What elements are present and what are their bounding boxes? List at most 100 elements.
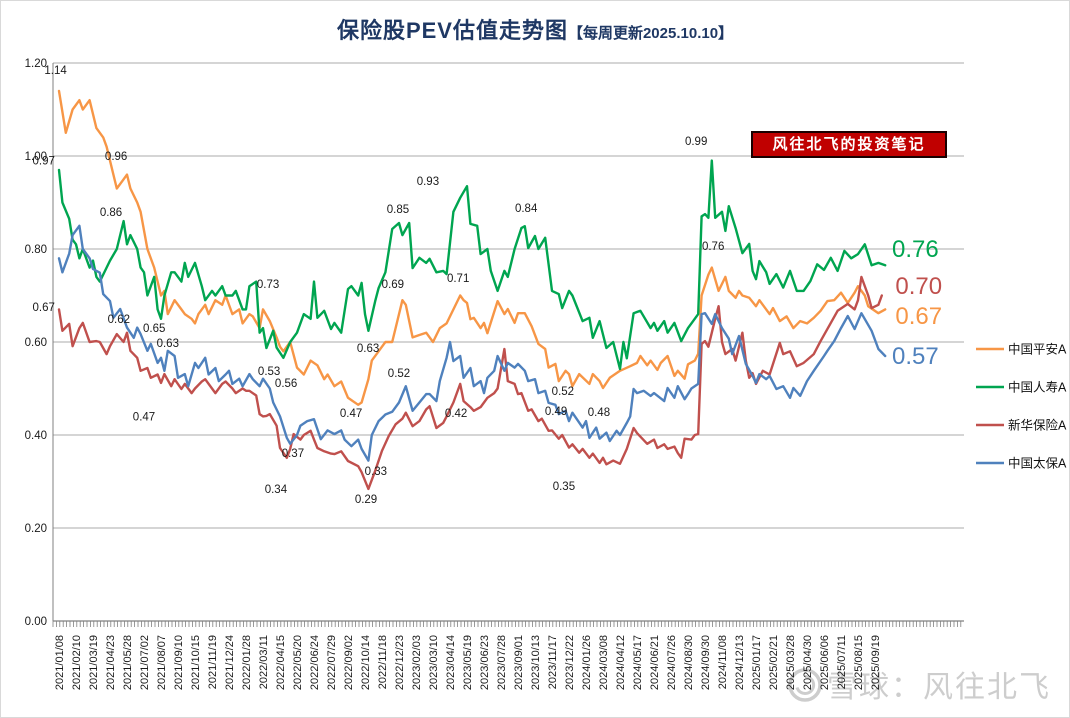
data-label: 0.63 [157,338,179,350]
legend-item-2: 新华保险A [976,418,1067,433]
y-tick-label: 0.20 [25,523,47,535]
chart-title-main: 保险股PEV估值走势图 [336,18,568,43]
current-value-label: 0.70 [895,273,942,300]
x-tick-label: 2021/09/10 [173,635,185,690]
x-tick-label: 2021/08/07 [156,635,168,690]
x-tick-label: 2024/06/21 [649,635,661,690]
data-label: 0.34 [265,484,288,496]
x-tick-label: 2024/11/08 [717,635,729,689]
series-line-2 [57,275,883,491]
x-tick-label: 2025/08/15 [853,635,865,690]
y-tick-labels: 0.00 0.20 0.40 0.60 0.80 1.00 1.20 [25,58,47,628]
x-tick-label: 2023/06/23 [479,635,491,690]
series-line-3 [57,224,887,462]
data-label: 0.65 [143,323,165,335]
legend-label: 新华保险A [1008,418,1067,433]
data-label: 0.84 [515,203,538,215]
x-tick-label: 2023/10/13 [530,635,542,690]
current-value-label: 0.57 [892,343,939,370]
data-label: 0.73 [257,279,279,291]
data-label: 0.86 [100,207,122,219]
x-tick-label: 2022/06/24 [309,635,321,690]
y-tick-label: 1.00 [25,151,47,163]
data-label: 0.53 [258,366,280,378]
investment-notes-badge: 风往北飞的投资笔记 [751,131,947,158]
x-tick-label: 2023/11/17 [547,635,559,689]
x-tick-label: 2025/07/11 [836,635,848,689]
x-tick-label: 2025/01/17 [751,635,763,690]
x-tick-label: 2023/09/01 [513,635,525,690]
data-label: 0.29 [355,494,377,506]
y-tick-label: 0.80 [25,244,47,256]
current-value-labels: 0.76 0.70 0.67 0.57 [892,236,942,370]
x-tick-label: 2023/04/14 [445,635,457,690]
data-label: 0.71 [447,273,469,285]
x-tick-label: 2025/04/30 [802,635,814,690]
data-label: 0.47 [133,411,155,423]
legend-item-0: 中国平安A [976,342,1067,357]
x-tick-label: 2021/10/15 [190,635,202,690]
x-tick-label: 2023/12/22 [564,635,576,690]
legend-label: 中国太保A [1008,456,1067,471]
watermark: 雪球：风往北飞 [788,668,1051,704]
x-tick-label: 2025/03/28 [785,635,797,690]
watermark-text: 雪球：风往北飞 [827,671,1051,704]
data-labels: 1.14 0.97 0.96 0.86 0.67 0.62 0.65 0.63 0.47 0.73… [33,65,725,506]
x-tick-label: 2022/01/28 [241,635,253,690]
chart-title-update-date: 【每周更新2025.10.10】 [567,25,734,42]
x-tick-label: 2024/01/26 [581,635,593,690]
data-label: 0.76 [702,241,724,253]
legend-label: 中国人寿A [1008,380,1067,395]
current-value-label: 0.76 [892,236,939,263]
y-tick-label: 0.40 [25,430,47,442]
data-label: 0.97 [33,156,55,168]
data-label: 0.69 [382,279,404,291]
data-label: 0.93 [417,176,439,188]
data-label: 1.14 [44,65,67,77]
series-line-1 [57,159,887,371]
x-tick-label: 2024/04/12 [615,635,627,690]
data-label: 0.47 [340,408,362,420]
x-tick-label: 2022/09/02 [343,635,355,690]
data-label: 0.62 [108,314,130,326]
snowball-logo-icon [788,668,822,702]
x-tick-label: 2021/04/23 [105,635,117,690]
x-tick-label: 2023/02/03 [411,635,423,690]
data-label: 0.42 [445,408,467,420]
legend-item-3: 中国太保A [976,456,1067,471]
x-tick-label: 2025/02/21 [768,635,780,690]
x-tick-label: 2024/08/30 [683,635,695,690]
data-label: 0.67 [33,302,55,314]
data-label: 0.33 [365,466,387,478]
legend-label: 中国平安A [1008,342,1067,357]
data-label: 0.37 [282,448,304,460]
x-tick-label: 2025/06/06 [819,635,831,690]
x-tick-labels: 2021/01/08 2021/02/10 2021/03/19 2021/04/23… [54,635,882,690]
x-tick-label: 2022/10/14 [360,635,372,690]
x-tick-label: 2023/05/19 [462,635,474,690]
x-tick-label: 2025/09/19 [870,635,882,690]
data-label: 0.48 [588,407,610,419]
x-tick-label: 2024/07/26 [666,635,678,690]
x-tick-label: 2021/02/10 [71,635,83,690]
data-label: 0.52 [388,368,410,380]
data-label: 0.49 [545,406,567,418]
data-label: 0.85 [387,204,409,216]
x-tick-label: 2022/11/18 [377,635,389,689]
data-label: 0.56 [275,378,297,390]
legend-item-1: 中国人寿A [976,380,1067,395]
x-tick-label: 2021/03/19 [88,635,100,690]
x-tick-label: 2022/12/23 [394,635,406,690]
x-tick-label: 2022/03/11 [258,635,270,689]
x-tick-label: 2024/05/17 [632,635,644,690]
x-tick-label: 2021/05/28 [122,635,134,690]
x-axis-ticks [52,621,962,627]
x-tick-label: 2023/03/10 [428,635,440,690]
x-tick-label: 2023/07/28 [496,635,508,690]
x-tick-label: 2021/01/08 [54,635,66,690]
y-tick-label: 0.60 [25,337,47,349]
y-tick-label: 0.00 [25,616,47,628]
x-tick-label: 2022/04/15 [275,635,287,690]
data-label: 0.35 [553,481,575,493]
